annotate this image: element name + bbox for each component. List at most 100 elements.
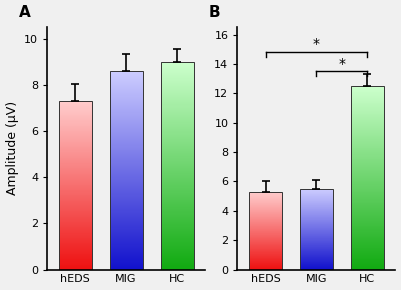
Bar [249,199,282,200]
Bar [160,167,194,168]
Bar [59,134,92,135]
Bar [249,247,282,248]
Bar [59,241,92,242]
Bar [160,100,194,101]
Bar [59,164,92,165]
Bar [59,172,92,173]
Bar [351,135,384,137]
Bar [109,72,143,73]
Bar [351,211,384,212]
Bar [160,66,194,67]
Bar [249,208,282,209]
Bar [249,268,282,269]
Bar [351,226,384,227]
Bar [59,207,92,208]
Bar [160,136,194,137]
Bar [59,122,92,123]
Bar [351,196,384,197]
Bar [109,174,143,175]
Bar [249,223,282,224]
Bar [249,245,282,246]
Bar [59,114,92,115]
Bar [351,167,384,168]
Bar [160,124,194,125]
Bar [249,257,282,258]
Bar [300,256,333,257]
Bar [109,113,143,114]
Bar [351,255,384,256]
Bar [351,153,384,154]
Bar [300,213,333,214]
Bar [109,250,143,251]
Bar [59,192,92,193]
Bar [351,267,384,268]
Bar [59,160,92,161]
Bar [109,93,143,94]
Bar [109,268,143,269]
Bar [59,259,92,260]
Bar [160,208,194,209]
Bar [160,122,194,123]
Bar [249,250,282,251]
Bar [351,261,384,262]
Bar [160,65,194,66]
Bar [249,231,282,232]
Bar [59,146,92,147]
Bar [59,175,92,176]
Bar [351,189,384,190]
Bar [351,118,384,119]
Bar [59,225,92,226]
Bar [351,178,384,179]
Bar [300,249,333,250]
Bar [109,257,143,258]
Bar [300,253,333,254]
Bar [109,108,143,109]
Bar [160,202,194,203]
Bar [59,203,92,204]
Bar [59,258,92,259]
Bar [351,166,384,167]
Bar [160,97,194,98]
Bar [109,141,143,142]
Bar [109,114,143,115]
Bar [249,201,282,202]
Bar [160,102,194,104]
Bar [249,214,282,215]
Bar [249,204,282,205]
Bar [160,171,194,172]
Bar [109,139,143,141]
Bar [300,189,333,190]
Bar [300,214,333,215]
Bar [160,245,194,246]
Bar [160,185,194,186]
Bar [59,200,92,201]
Bar [351,235,384,237]
Bar [160,253,194,254]
Bar [249,225,282,226]
Bar [160,206,194,207]
Bar [160,69,194,70]
Bar [160,248,194,249]
Bar [351,102,384,103]
Bar [351,207,384,208]
Bar [249,193,282,194]
Bar [249,227,282,228]
Bar [249,217,282,218]
Bar [249,262,282,263]
Bar [300,257,333,258]
Bar [249,210,282,211]
Bar [351,198,384,199]
Bar [351,151,384,152]
Bar [109,100,143,101]
Bar [351,113,384,114]
Bar [109,207,143,208]
Bar [351,182,384,183]
Bar [160,178,194,179]
Bar [59,261,92,262]
Bar [351,94,384,95]
Bar [160,140,194,141]
Bar [351,208,384,209]
Bar [300,203,333,204]
Bar [249,192,282,193]
Bar [109,117,143,118]
